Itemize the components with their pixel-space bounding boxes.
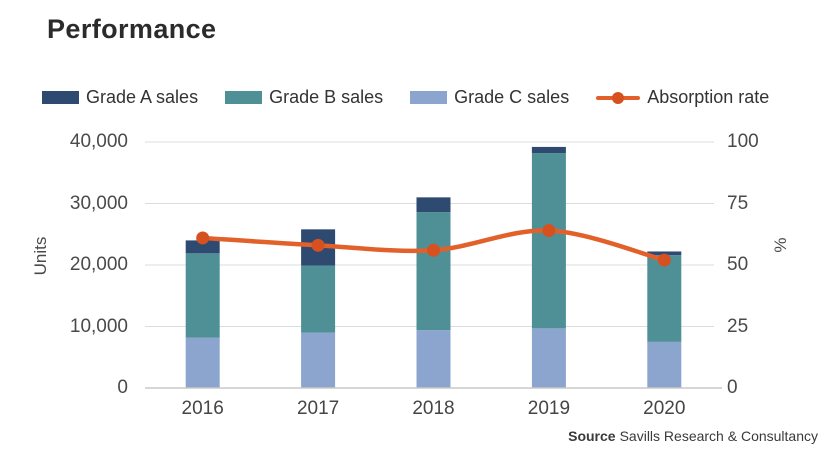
bar-2019-grade-a-sales: [531, 146, 566, 154]
bar-2018-grade-c-sales: [416, 330, 451, 388]
legend-item-grade-a-sales: Grade A sales: [42, 87, 198, 108]
bar-2016-grade-c-sales: [185, 337, 220, 388]
x-label-2017: 2017: [296, 398, 340, 419]
x-label-2018: 2018: [412, 398, 455, 419]
bar-2016-grade-a-sales: [185, 240, 220, 254]
legend-line-marker-icon: [596, 91, 641, 105]
absorption-marker-2020: [657, 253, 671, 267]
absorption-marker-2019: [542, 224, 556, 238]
x-label-2020: 2020: [643, 398, 686, 419]
legend-item-grade-c-sales: Grade C sales: [410, 87, 569, 108]
legend-swatch-icon-grade-b-sales: [225, 91, 263, 104]
right-tick-100: 100: [727, 131, 759, 152]
bar-2019-grade-b-sales: [531, 153, 566, 329]
absorption-marker-2016: [196, 231, 210, 245]
chart-legend: Grade A sales Grade B sales Grade C sales A…: [42, 87, 769, 108]
legend-label-absorption-rate: Absorption rate: [647, 87, 770, 107]
right-tick-75: 75: [727, 192, 749, 214]
bar-2020-grade-a-sales: [647, 251, 682, 256]
bar-2019-grade-c-sales: [531, 328, 566, 388]
x-label-2019: 2019: [527, 398, 571, 419]
right-axis-title: %: [771, 237, 790, 253]
legend-item-absorption-rate: Absorption rate: [596, 87, 769, 108]
legend-label-grade-b-sales: Grade B sales: [269, 87, 384, 107]
left-tick-40000: 40,000: [69, 131, 128, 152]
bar-2017-grade-c-sales: [301, 332, 336, 388]
bar-2020-grade-b-sales: [647, 255, 682, 342]
legend-label-grade-a-sales: Grade A sales: [86, 87, 199, 107]
left-tick-10000: 10,000: [69, 315, 128, 337]
left-tick-30000: 30,000: [69, 192, 128, 214]
absorption-marker-2017: [311, 238, 325, 252]
left-axis-title: Units: [31, 236, 50, 276]
x-label-2016: 2016: [181, 398, 224, 419]
right-tick-50: 50: [727, 254, 749, 275]
right-tick-25: 25: [727, 315, 749, 337]
left-tick-0: 0: [117, 377, 128, 398]
absorption-marker-2018: [427, 243, 440, 257]
source-note: Source Savills Research & Consultancy: [568, 428, 818, 444]
legend-dot-icon: [612, 91, 625, 104]
legend-label-grade-c-sales: Grade C sales: [454, 87, 570, 107]
chart-title: Performance: [47, 14, 217, 44]
right-tick-0: 0: [727, 377, 738, 398]
bar-2016-grade-b-sales: [185, 253, 220, 338]
bar-2020-grade-c-sales: [647, 341, 682, 388]
legend-swatch-icon-grade-c-sales: [410, 91, 448, 104]
bar-2018-grade-a-sales: [416, 197, 451, 213]
bar-2018-grade-b-sales: [416, 212, 451, 331]
source-label: Source: [568, 428, 616, 444]
legend-swatch-icon-grade-a-sales: [42, 91, 79, 104]
bar-2017-grade-b-sales: [301, 265, 336, 333]
legend-item-grade-b-sales: Grade B sales: [225, 87, 383, 108]
left-tick-20000: 20,000: [69, 254, 128, 275]
source-text: Savills Research & Consultancy: [619, 428, 818, 444]
